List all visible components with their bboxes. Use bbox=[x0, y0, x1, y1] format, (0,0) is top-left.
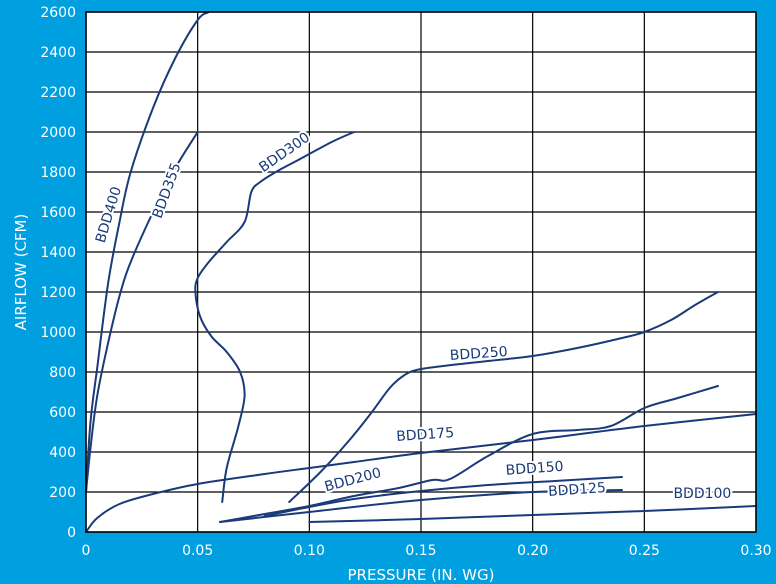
y-tick-label: 800 bbox=[49, 365, 76, 381]
plot-border bbox=[85, 11, 757, 533]
y-tick-label: 400 bbox=[49, 445, 76, 461]
y-tick-label: 200 bbox=[49, 485, 76, 501]
x-tick-label: 0.15 bbox=[405, 543, 436, 559]
y-tick-label: 0 bbox=[67, 525, 76, 541]
y-tick-label: 2000 bbox=[40, 125, 76, 141]
series-line-bdd300 bbox=[194, 131, 355, 503]
y-tick-label: 2400 bbox=[40, 45, 76, 61]
x-axis-ticks: 0 0.05 0.10 0.15 0.20 0.25 0.30 bbox=[82, 543, 772, 559]
y-tick-label: 1600 bbox=[40, 205, 76, 221]
y-axis-title: AIRFLOW (CFM) bbox=[12, 214, 30, 331]
y-tick-label: 1800 bbox=[40, 165, 76, 181]
series-label-bdd250: BDD250 bbox=[449, 344, 508, 364]
y-tick-label: 1200 bbox=[40, 285, 76, 301]
x-tick-label: 0.20 bbox=[517, 543, 548, 559]
y-tick-label: 2200 bbox=[40, 85, 76, 101]
x-tick-label: 0.25 bbox=[629, 543, 660, 559]
y-axis-ticks: 0 200 400 600 800 1000 1200 1400 1600 1800 2000 220… bbox=[40, 5, 76, 541]
y-tick-label: 600 bbox=[49, 405, 76, 421]
y-tick-label: 1000 bbox=[40, 325, 76, 341]
series-line-bdd125 bbox=[219, 489, 623, 523]
series-line-bdd175 bbox=[85, 413, 757, 533]
x-axis-title: PRESSURE (IN. WG) bbox=[348, 566, 495, 584]
series-line-bdd250 bbox=[288, 291, 719, 503]
series-label-bdd175: BDD175 bbox=[396, 425, 455, 445]
x-tick-label: 0.30 bbox=[740, 543, 771, 559]
series-label-bdd125: BDD125 bbox=[548, 480, 607, 500]
series-line-bdd355 bbox=[85, 131, 199, 493]
series-label-bdd150: BDD150 bbox=[505, 459, 564, 479]
series-line-bdd150 bbox=[263, 476, 623, 517]
x-tick-label: 0 bbox=[82, 543, 91, 559]
series-label-bdd100: BDD100 bbox=[673, 486, 731, 502]
y-tick-label: 1400 bbox=[40, 245, 76, 261]
series-line-bdd400 bbox=[85, 11, 210, 493]
x-tick-label: 0.10 bbox=[294, 543, 325, 559]
series-line-bdd200 bbox=[219, 385, 719, 523]
series-line-bdd100 bbox=[308, 505, 757, 523]
x-tick-label: 0.05 bbox=[182, 543, 213, 559]
y-tick-label: 2600 bbox=[40, 5, 76, 21]
series-lines bbox=[85, 11, 757, 533]
